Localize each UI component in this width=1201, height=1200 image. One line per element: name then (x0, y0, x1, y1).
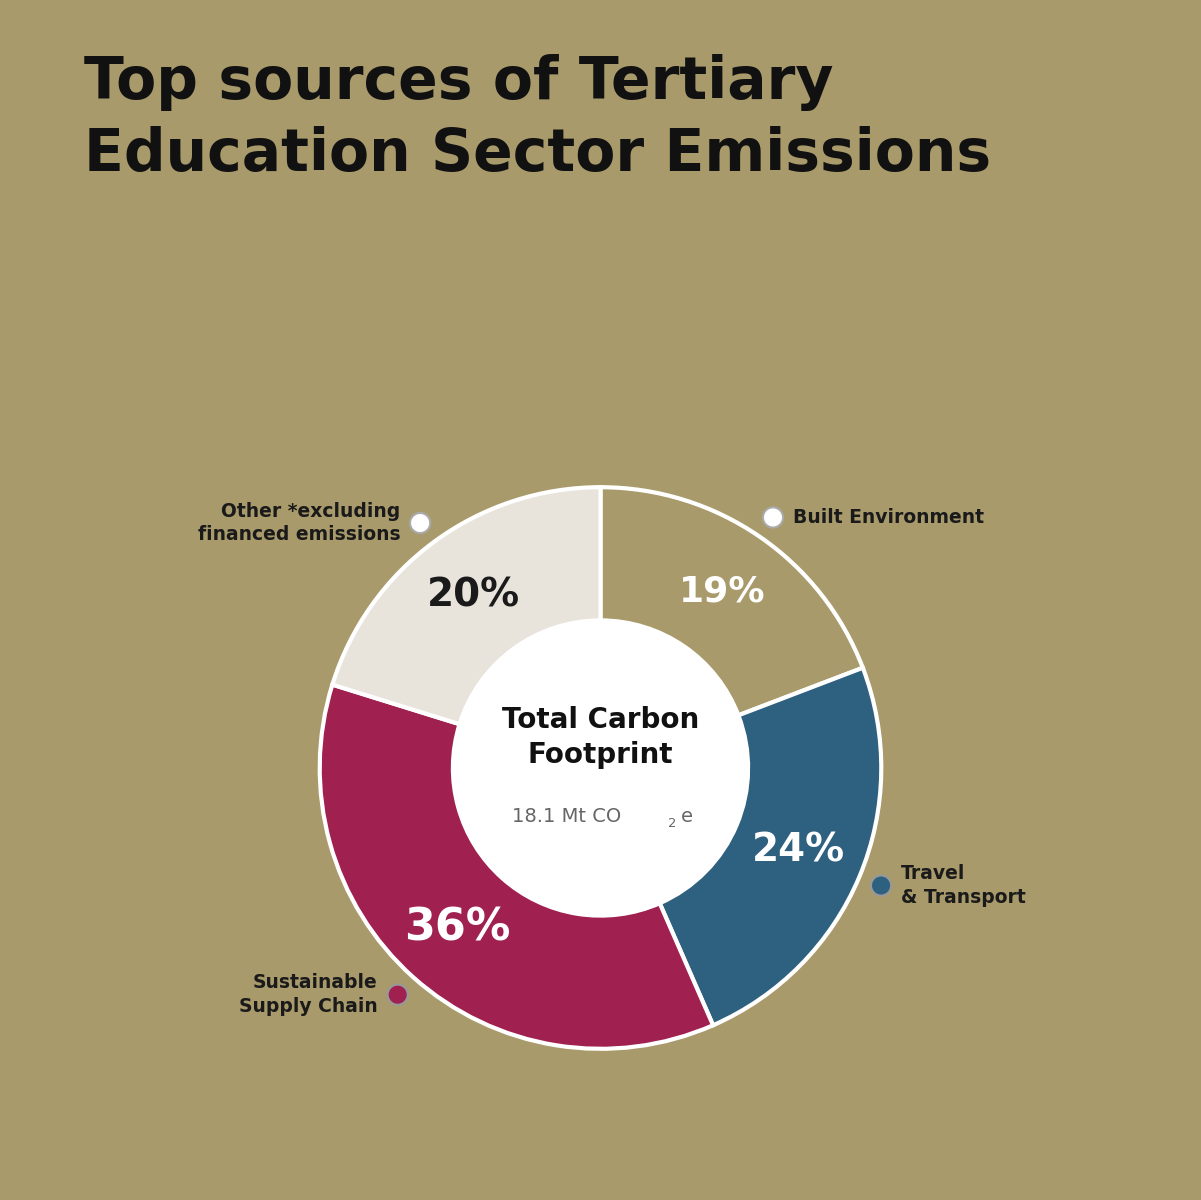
Text: Travel
& Transport: Travel & Transport (901, 864, 1026, 907)
Text: Total Carbon
Footprint: Total Carbon Footprint (502, 706, 699, 769)
Text: 24%: 24% (752, 832, 844, 870)
Text: e: e (681, 808, 693, 826)
Circle shape (763, 508, 783, 528)
Wedge shape (600, 487, 862, 715)
Circle shape (453, 620, 748, 916)
Circle shape (410, 512, 430, 533)
Wedge shape (659, 667, 882, 1025)
Text: Built Environment: Built Environment (793, 508, 984, 527)
Text: 20%: 20% (426, 576, 520, 614)
Wedge shape (333, 487, 600, 724)
Text: Top sources of Tertiary: Top sources of Tertiary (84, 54, 833, 110)
Text: 19%: 19% (679, 575, 765, 608)
Circle shape (388, 985, 408, 1004)
Text: 18.1 Mt CO: 18.1 Mt CO (513, 808, 622, 826)
Text: Education Sector Emissions: Education Sector Emissions (84, 126, 991, 182)
Text: 36%: 36% (405, 906, 510, 949)
Wedge shape (319, 685, 713, 1049)
Text: Sustainable
Supply Chain: Sustainable Supply Chain (239, 973, 378, 1016)
Text: Other *excluding
financed emissions: Other *excluding financed emissions (198, 502, 400, 545)
Circle shape (871, 876, 891, 895)
Text: 2: 2 (668, 817, 676, 830)
